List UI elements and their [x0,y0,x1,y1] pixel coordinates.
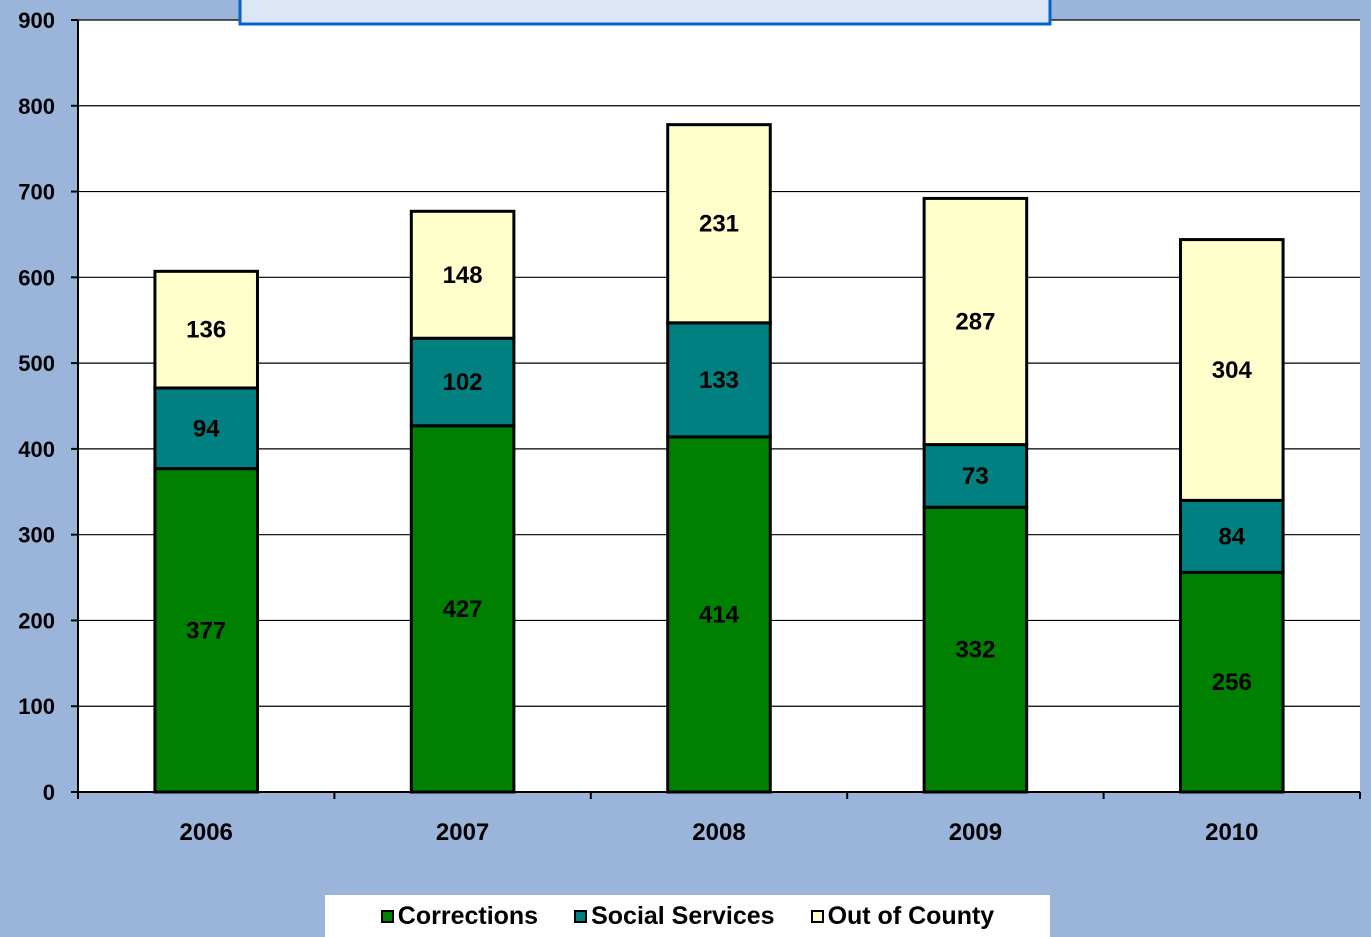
legend-label-social-services: Social Services [591,901,775,930]
y-tick-label: 200 [18,608,55,633]
x-tick-label: 2009 [949,819,1002,846]
data-label: 427 [443,596,483,623]
data-label: 287 [955,309,995,336]
x-tick-label: 2008 [692,819,745,846]
legend-item-corrections: Corrections [380,901,539,931]
y-tick-label: 700 [18,180,55,205]
data-label: 231 [699,211,739,238]
y-tick-label: 600 [18,265,55,290]
bar-chart-svg: 0 100 200 300 400 500 600 700 800 900 377 94 136 2006… [18,0,1361,846]
data-label: 94 [193,415,220,442]
data-label: 73 [962,463,989,490]
data-label: 136 [186,317,226,344]
data-label: 84 [1218,523,1245,550]
y-tick-label: 900 [18,8,55,33]
data-label: 414 [699,601,740,628]
data-label: 256 [1212,669,1252,696]
bar-out-of-county-2010 [1179,238,1285,502]
title-box [238,0,1052,26]
y-tick-label: 100 [18,694,55,719]
x-tick-label: 2007 [436,819,489,846]
legend-label-corrections: Corrections [397,901,539,930]
bar-out-of-county-2007 [409,209,516,340]
legend-item-social-services: Social Services [574,901,775,931]
x-tick-label: 2010 [1205,819,1258,846]
bar-out-of-county-2008 [666,123,772,325]
data-label: 304 [1212,357,1253,384]
bar-social-services-2010 [1179,498,1285,574]
legend-swatch-social-services [574,909,588,923]
bar-corrections-2009 [922,505,1029,794]
legend-label-out-of-county: Out of County [827,901,995,930]
bar-out-of-county-2009 [922,196,1029,447]
bar-corrections-2010 [1179,570,1285,794]
x-tick-label: 2006 [180,819,233,846]
y-tick-label: 300 [18,523,55,548]
legend-swatch-corrections [380,909,394,923]
data-label: 133 [699,367,739,394]
bar-corrections-2006 [153,467,259,794]
bar-out-of-county-2006 [153,269,259,390]
bar-social-services-2007 [409,336,516,428]
data-label: 148 [443,262,483,289]
y-tick-label: 800 [18,94,55,119]
y-tick-label: 400 [18,437,55,462]
bar-corrections-2008 [666,435,772,794]
legend-swatch-out-of-county [810,909,824,923]
legend: Corrections Social Services Out of Count… [325,895,1050,937]
y-tick-label: 500 [18,351,55,376]
data-label: 332 [955,637,995,664]
data-label: 102 [443,369,483,396]
data-label: 377 [186,617,226,644]
legend-item-out-of-county: Out of County [810,901,995,931]
bar-social-services-2006 [153,386,259,471]
y-tick-label: 0 [43,780,55,805]
